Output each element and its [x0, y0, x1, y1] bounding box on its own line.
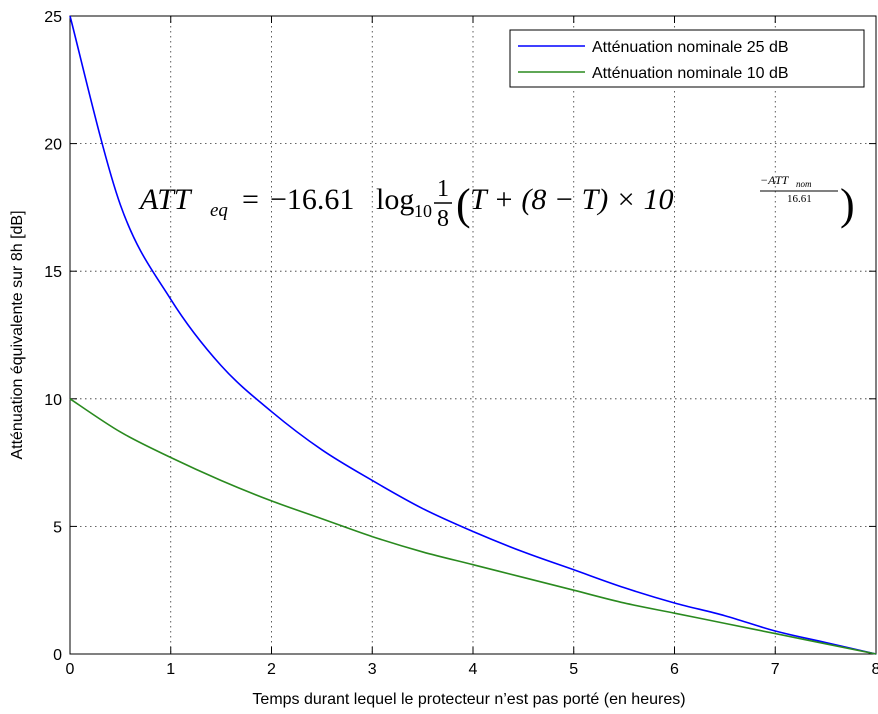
x-tick-label: 4	[469, 661, 478, 678]
x-tick-label: 8	[872, 661, 878, 678]
axis-ticks: 0 1 2 3 4 5 6 7 8 0 5 10 15 20 25	[44, 9, 878, 678]
y-tick-label: 10	[44, 392, 62, 409]
equation-log: log	[376, 183, 414, 216]
legend-label-10db: Atténuation nominale 10 dB	[592, 65, 789, 82]
series-line-10db	[69, 398, 877, 655]
equation-frac-num: 1	[437, 176, 449, 202]
y-tick-label: 5	[53, 519, 62, 536]
x-tick-label: 2	[267, 661, 276, 678]
equation-lhs: ATT	[138, 183, 193, 216]
svg-text:ATT: ATT	[138, 183, 193, 216]
series-lines	[69, 15, 877, 655]
legend-box	[509, 29, 865, 88]
y-tick-label: 20	[44, 137, 62, 154]
equation-lhs-sub: eq	[210, 200, 228, 221]
legend: Atténuation nominale 25 dB Atténuation n…	[509, 29, 865, 88]
x-tick-label: 0	[66, 661, 75, 678]
equation-annotation: ATT eq = −16.61 log 10 1 8 ( T + (8 − T)…	[138, 173, 855, 232]
equation-coef: −16.61	[270, 183, 354, 216]
equation-log-base: 10	[414, 201, 432, 221]
equation-frac-den: 8	[437, 206, 449, 232]
x-tick-label: 5	[569, 661, 578, 678]
equation-exp-den: 16.61	[787, 193, 812, 205]
x-axis-label: Temps durant lequel le protecteur n’est …	[252, 691, 685, 708]
equation-paren-close: )	[840, 180, 855, 229]
y-axis-label: Atténuation équivalente sur 8h [dB]	[9, 210, 26, 459]
equation-paren-open: (	[456, 180, 471, 229]
equation-eq-sign: =	[242, 183, 259, 216]
y-tick-label: 15	[44, 264, 62, 281]
x-tick-label: 1	[166, 661, 175, 678]
equation-body: T + (8 − T) × 10	[470, 183, 674, 216]
y-tick-label: 25	[44, 9, 62, 26]
x-tick-label: 7	[771, 661, 780, 678]
x-tick-label: 6	[670, 661, 679, 678]
series-line-25db	[69, 15, 877, 655]
y-tick-label: 0	[53, 647, 62, 664]
legend-label-25db: Atténuation nominale 25 dB	[592, 39, 789, 56]
equation-exp-num: −ATT	[760, 173, 790, 187]
x-tick-label: 3	[368, 661, 377, 678]
equation-exp-num-sub: nom	[796, 179, 812, 189]
grid	[70, 16, 876, 654]
